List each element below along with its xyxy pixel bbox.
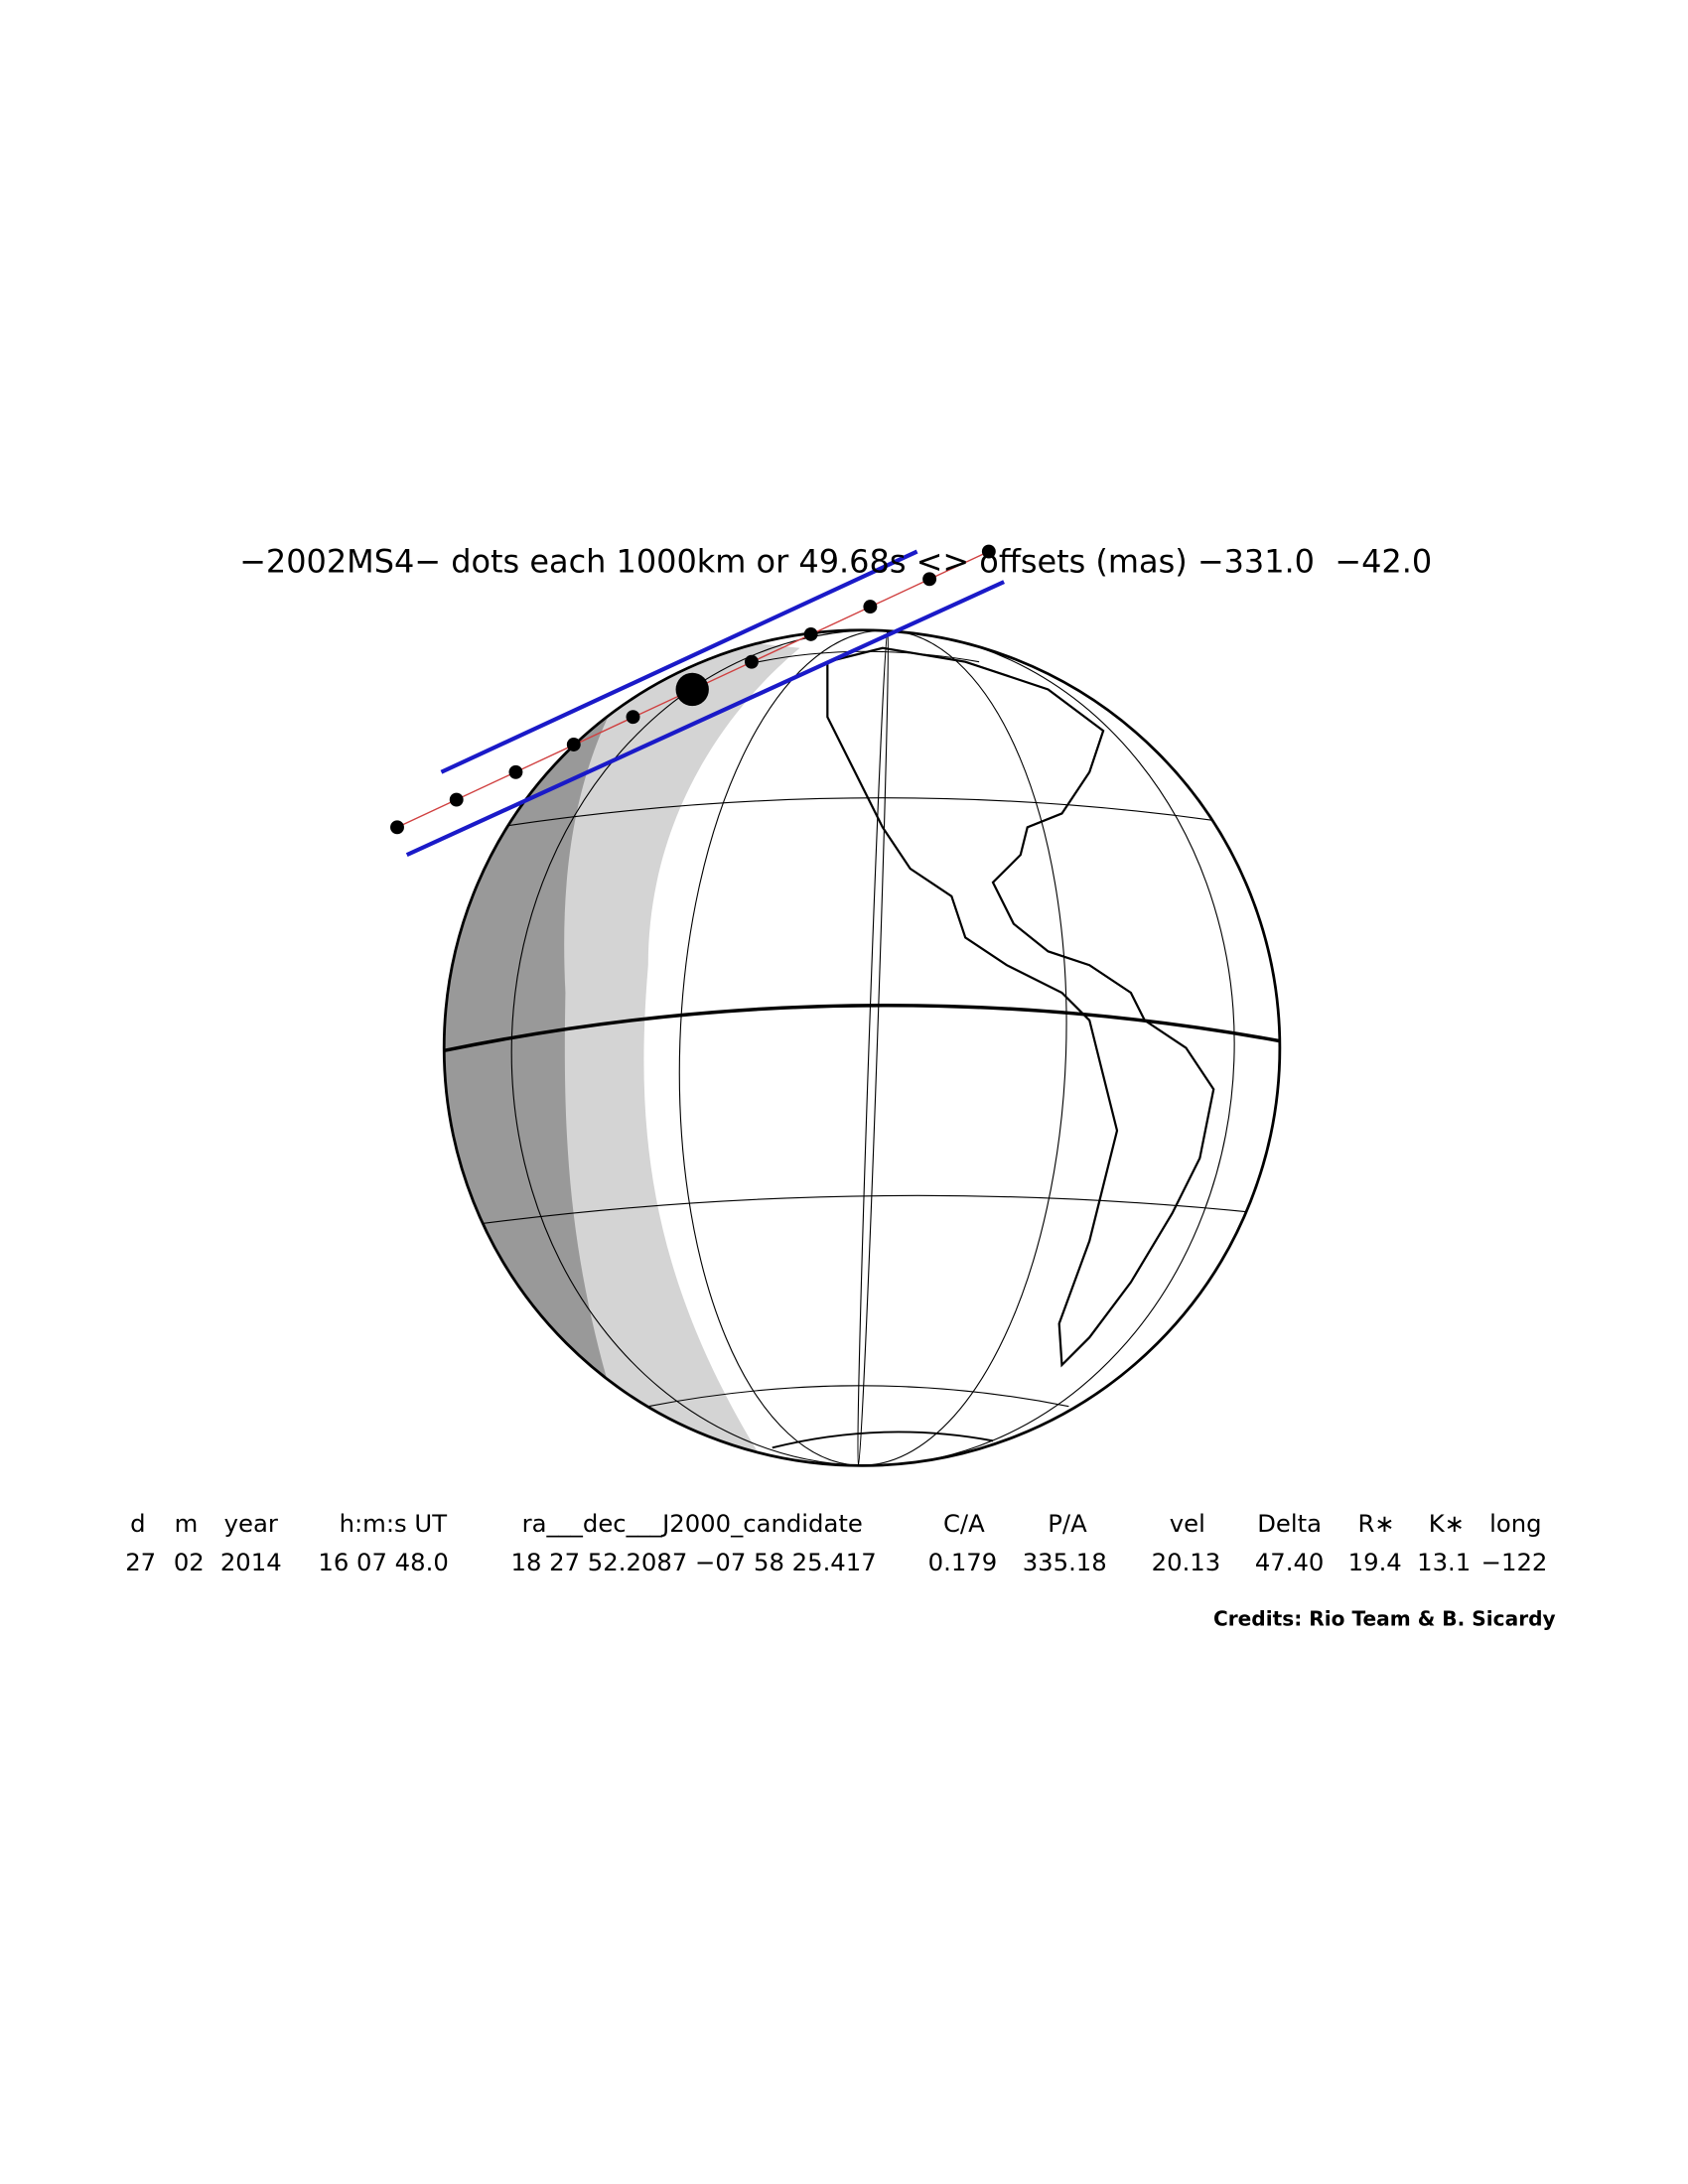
time-dot <box>863 600 878 614</box>
time-dot <box>390 820 404 835</box>
column-value: 27 <box>125 1548 156 1576</box>
time-dot <box>803 626 818 641</box>
time-dot <box>626 710 640 725</box>
time-dot <box>449 792 464 807</box>
time-dot <box>566 738 581 751</box>
column-header: P/A <box>1048 1509 1087 1538</box>
column-value: 02 <box>174 1548 205 1576</box>
map-title: −2002MS4− dots each 1000km or 49.68s <> … <box>239 542 1432 580</box>
equator <box>444 1003 1280 1053</box>
column-header: year <box>224 1509 278 1538</box>
column-header: m <box>175 1509 199 1538</box>
column-header: C/A <box>943 1509 985 1538</box>
column-value: −122 <box>1481 1548 1548 1576</box>
info-table: d m year h:m:s UT ra___dec___J2000_candidate… <box>125 1509 1547 1576</box>
column-header: ra___dec___J2000_candidate <box>522 1509 863 1538</box>
column-value: 18 27 52.2087 −07 58 25.417 <box>511 1548 877 1576</box>
time-dot <box>981 544 996 559</box>
time-dot <box>508 764 523 779</box>
credits: Credits: Rio Team & B. Sicardy <box>1213 1606 1556 1630</box>
column-header: K∗ <box>1429 1509 1465 1538</box>
column-header: d <box>130 1509 145 1538</box>
column-value: 335.18 <box>1023 1548 1107 1576</box>
globe <box>442 628 1282 1467</box>
column-value: 16 07 48.0 <box>318 1548 448 1576</box>
column-value: 2014 <box>220 1548 282 1576</box>
path-limit <box>440 549 918 774</box>
column-value: 0.179 <box>928 1548 998 1576</box>
column-header: long <box>1489 1509 1541 1538</box>
americas-outline <box>826 646 1215 1368</box>
column-header: R∗ <box>1357 1509 1394 1538</box>
column-value: 19.4 <box>1348 1548 1402 1576</box>
column-header: Delta <box>1257 1509 1322 1538</box>
column-value: 47.40 <box>1255 1548 1325 1576</box>
path-limit <box>405 580 1005 858</box>
column-value: 20.13 <box>1152 1548 1221 1576</box>
column-value: 13.1 <box>1417 1548 1471 1576</box>
column-header: vel <box>1170 1509 1205 1538</box>
occultation-path <box>390 544 1005 858</box>
column-header: h:m:s UT <box>340 1509 448 1538</box>
time-dot <box>922 572 937 587</box>
globe-outline <box>442 628 1282 1467</box>
time-dot <box>745 654 759 669</box>
closest-approach-dot <box>675 672 709 707</box>
antarctica-outline <box>772 1431 994 1449</box>
